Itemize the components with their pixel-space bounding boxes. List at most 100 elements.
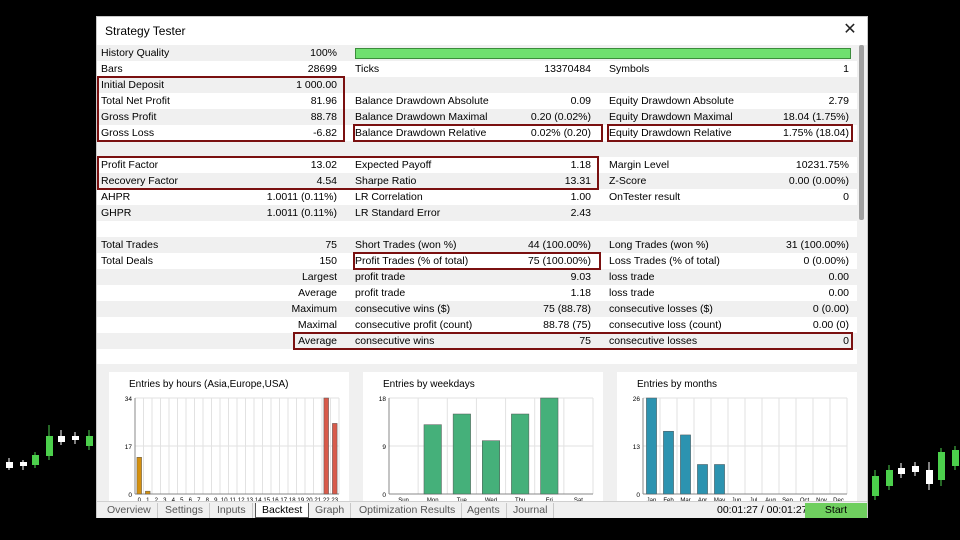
- tab-inputs[interactable]: Inputs: [211, 503, 253, 518]
- tab-settings[interactable]: Settings: [159, 503, 210, 518]
- x-tick-label: 11: [230, 498, 237, 502]
- stat-label: profit trade: [355, 287, 406, 299]
- stats-row: Total Net Profit 81.96 Balance Drawdown Ab…: [97, 93, 857, 109]
- x-tick-label: Sun: [398, 498, 409, 502]
- stat-value: 1.0011 (0.11%): [266, 191, 337, 203]
- entries-by-months-svg: 26 13 0 Jan Feb Mar Apr May Jun Jul Aug Sep Oct Nov De…: [633, 396, 848, 502]
- vertical-scrollbar[interactable]: [857, 45, 867, 364]
- x-tick-label: 14: [255, 498, 262, 502]
- x-tick-label: Sat: [574, 498, 583, 502]
- stat-label: GHPR: [101, 207, 132, 219]
- stats-row: Average consecutive wins 75 consecutive los…: [97, 333, 857, 349]
- stat-value: 0: [843, 335, 849, 347]
- stat-label: Gross Profit: [101, 111, 157, 123]
- tab-overview[interactable]: Overview: [101, 503, 158, 518]
- stat-value: 88.78: [310, 111, 337, 123]
- stat-label: Balance Drawdown Relative: [355, 127, 487, 139]
- stat-value: 75: [579, 335, 591, 347]
- y-tick-label: 34: [125, 396, 133, 403]
- stats-row: Profit Factor 13.02 Expected Payoff 1.18 Mar…: [97, 157, 857, 173]
- stat-value: 44 (100.00%): [527, 239, 591, 251]
- stat-value: 1.18: [570, 287, 591, 299]
- stat-value: 0.00 (0.00%): [788, 175, 849, 187]
- stat-label: Recovery Factor: [101, 175, 179, 187]
- stat-value: 150: [319, 255, 337, 267]
- title-bar[interactable]: Strategy Tester ✕: [97, 17, 867, 45]
- scrollbar-thumb[interactable]: [859, 45, 864, 220]
- stat-value: 0 (0.00%): [803, 255, 849, 267]
- tab-journal[interactable]: Journal: [507, 503, 555, 518]
- stat-label: Bars: [101, 63, 123, 75]
- tab-optimization-results[interactable]: Optimization Results: [353, 503, 463, 518]
- x-tick-label: May: [714, 498, 725, 502]
- bar: [452, 413, 471, 495]
- y-tick-label: 17: [125, 444, 133, 451]
- y-tick-label: 13: [633, 444, 641, 451]
- stat-label: Equity Drawdown Absolute: [609, 95, 734, 107]
- bar: [145, 490, 151, 495]
- x-tick-label: Tue: [457, 498, 468, 502]
- x-tick-label: 10: [221, 498, 228, 502]
- candle-body: [86, 436, 93, 446]
- stat-value: 0.09: [570, 95, 591, 107]
- x-tick-label: 20: [306, 498, 313, 502]
- x-tick-label: Wed: [485, 498, 497, 502]
- stats-row: [97, 141, 857, 157]
- stat-value: 0.00: [828, 287, 849, 299]
- stat-label: Balance Drawdown Maximal: [355, 111, 488, 123]
- entries-by-weekdays-chart: 18 9 0 Sun Mon Tue Wed Thu Fri Sat Entries by wee…: [363, 372, 603, 502]
- candle-body: [952, 450, 959, 466]
- stat-label: Profit Trades (% of total): [355, 255, 469, 267]
- x-tick-label: 6: [189, 498, 193, 502]
- stat-value: 13.02: [310, 159, 337, 171]
- stats-row: Gross Loss -6.82 Balance Drawdown Relative…: [97, 125, 857, 141]
- stat-label: Maximal: [297, 319, 337, 331]
- stat-label: Margin Level: [609, 159, 670, 171]
- entries-by-months-chart: 26 13 0 Jan Feb Mar Apr May Jun Jul Aug Sep Oct Nov De…: [617, 372, 857, 502]
- stat-label: Short Trades (won %): [355, 239, 457, 251]
- candle-body: [872, 476, 879, 496]
- stats-row: Bars 28699 Ticks 13370484 Symbols 1: [97, 61, 857, 77]
- tab-backtest[interactable]: Backtest: [255, 503, 310, 518]
- strategy-tester-window: Strategy Tester ✕ History Quality 100% Bar…: [96, 16, 868, 518]
- bar: [423, 424, 442, 495]
- candle-body: [20, 462, 27, 466]
- close-icon[interactable]: ✕: [843, 21, 857, 38]
- x-tick-label: 4: [172, 498, 176, 502]
- stat-label: consecutive profit (count): [355, 319, 473, 331]
- stat-label: consecutive wins ($): [355, 303, 451, 315]
- stat-label: History Quality: [101, 47, 170, 59]
- stats-row: Maximal consecutive profit (count) 88.78 (…: [97, 317, 857, 333]
- stat-label: loss trade: [609, 287, 655, 299]
- x-tick-label: Mon: [427, 498, 439, 502]
- stat-label: Largest: [301, 271, 337, 283]
- entries-by-hours-chart: 34 17 0 0 1 2 3 4 5 6 7 8 9 10 11 12 13 14 15 16 17 18 19 20 21 2…: [109, 372, 349, 502]
- stats-row: Total Trades 75 Short Trades (won %) 44 (10…: [97, 237, 857, 253]
- stat-label: consecutive losses ($): [609, 303, 713, 315]
- start-button[interactable]: Start: [805, 503, 867, 518]
- stat-label: Symbols: [609, 63, 650, 75]
- candle-body: [58, 436, 65, 442]
- candle-body: [6, 462, 13, 468]
- stat-value: 1.00: [570, 191, 591, 203]
- tab-graph[interactable]: Graph: [309, 503, 352, 518]
- stat-label: Total Net Profit: [101, 95, 170, 107]
- x-tick-label: Dec: [833, 498, 844, 502]
- chart-title: Entries by hours (Asia,Europe,USA): [129, 379, 289, 390]
- x-tick-label: 8: [206, 498, 210, 502]
- x-tick-label: 16: [272, 498, 279, 502]
- stat-value: 2.79: [828, 95, 849, 107]
- chart-title: Entries by months: [637, 379, 718, 390]
- stat-value: 1.18: [570, 159, 591, 171]
- stat-label: Maximum: [291, 303, 337, 315]
- tab-agents[interactable]: Agents: [461, 503, 507, 518]
- x-tick-label: Jan: [647, 498, 657, 502]
- candle-body: [912, 466, 919, 472]
- stat-label: Z-Score: [609, 175, 647, 187]
- y-tick-label: 9: [382, 444, 386, 451]
- entries-by-weekdays-svg: 18 9 0 Sun Mon Tue Wed Thu Fri Sat: [379, 396, 594, 502]
- stat-value: 31 (100.00%): [785, 239, 849, 251]
- stat-value: 1 000.00: [296, 79, 337, 91]
- x-tick-label: Nov: [816, 498, 827, 502]
